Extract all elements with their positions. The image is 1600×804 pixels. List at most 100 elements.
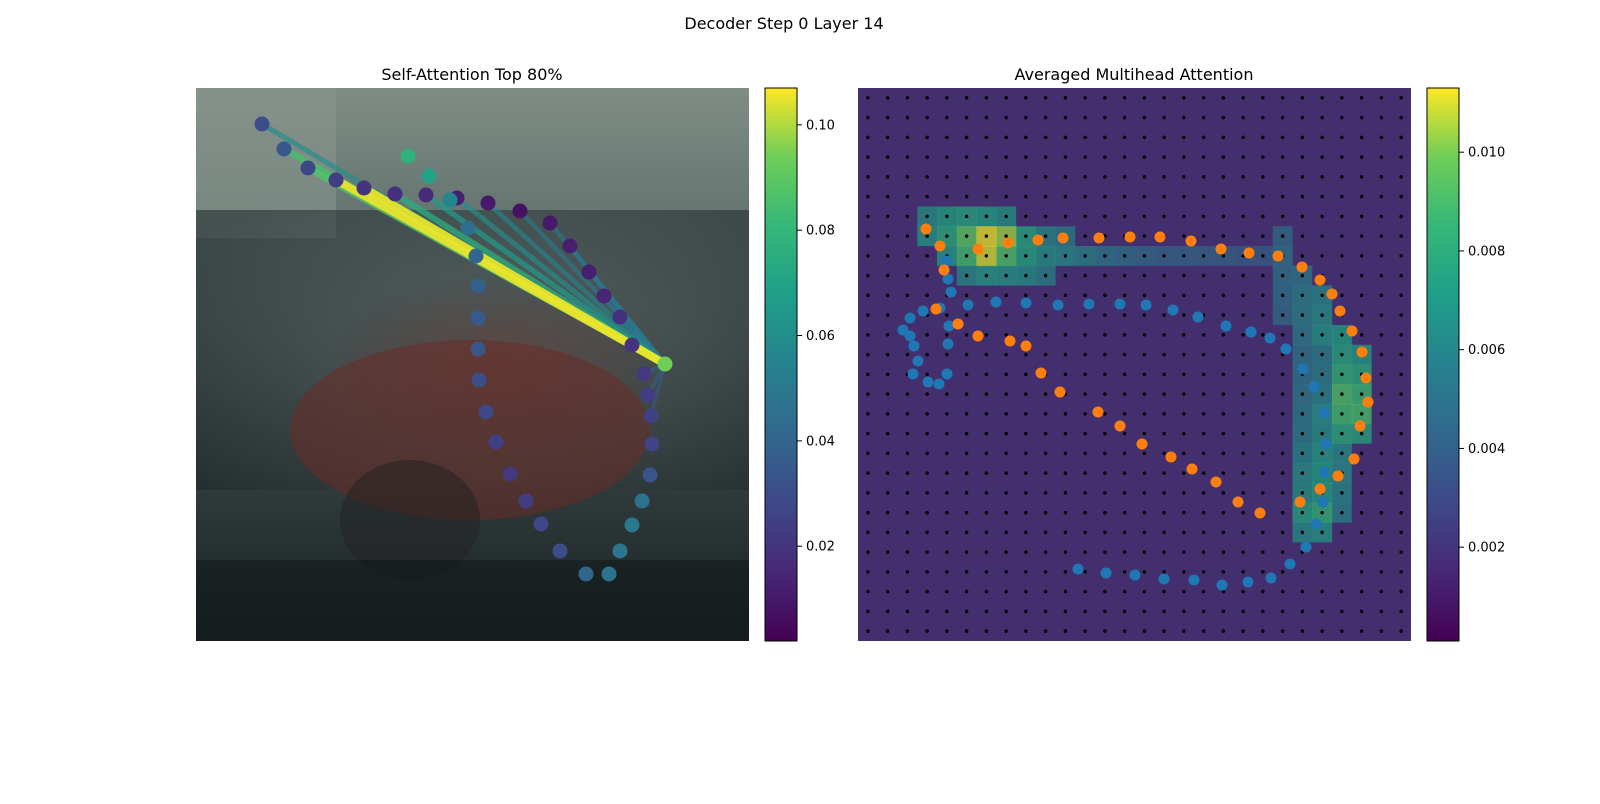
grid-dot: [1103, 550, 1107, 554]
grid-dot: [1280, 135, 1285, 140]
grid-dot: [1162, 451, 1166, 456]
grid-dot: [1083, 629, 1087, 633]
grid-dot: [1182, 254, 1186, 258]
grid-dot: [1024, 313, 1028, 317]
grid-dot: [1063, 273, 1068, 278]
orange-point: [930, 303, 942, 315]
grid-dot: [1004, 491, 1008, 495]
blue-point: [1020, 297, 1032, 309]
grid-dot: [1103, 510, 1107, 515]
grid-dot: [1379, 392, 1384, 396]
grid-dot: [1359, 451, 1364, 456]
grid-dot: [1280, 491, 1285, 495]
ring-point: [470, 278, 486, 294]
grid-dot: [1142, 491, 1147, 495]
grid-dot: [905, 115, 910, 120]
grid-dot: [925, 273, 929, 278]
orange-point: [1002, 237, 1014, 249]
grid-dot: [1024, 254, 1028, 258]
grid-dot: [1083, 254, 1087, 258]
grid-dot: [1379, 194, 1384, 199]
grid-dot: [885, 194, 890, 199]
grid-dot: [1142, 234, 1147, 238]
grid-dot: [1221, 530, 1226, 535]
grid-dot: [945, 510, 949, 515]
grid-dot: [1063, 431, 1068, 436]
grid-dot: [905, 352, 910, 357]
grid-dot: [1261, 609, 1265, 614]
grid-dot: [1201, 491, 1206, 495]
grid-dot: [1201, 530, 1206, 535]
grid-dot: [1024, 451, 1028, 456]
grid-dot: [925, 609, 929, 614]
grid-dot: [945, 313, 949, 317]
grid-dot: [1280, 530, 1285, 535]
grid-dot: [1103, 629, 1107, 633]
grid-dot: [1103, 372, 1107, 377]
grid-dot: [1083, 115, 1087, 120]
grid-dot: [1261, 471, 1265, 475]
grid-dot: [1162, 194, 1166, 199]
grid-dot: [1221, 550, 1226, 554]
ring-point: [356, 180, 372, 196]
grid-dot: [984, 570, 989, 574]
grid-dot: [1162, 254, 1166, 258]
grid-dot: [1182, 550, 1186, 554]
grid-dot: [1201, 273, 1206, 278]
orange-point: [1354, 420, 1366, 432]
grid-dot: [984, 293, 989, 298]
grid-dot: [1162, 135, 1166, 140]
colorbar-tick-label: 0.010: [1468, 146, 1505, 161]
grid-dot: [1320, 629, 1324, 633]
grid-dot: [1201, 629, 1206, 633]
grid-dot: [1399, 175, 1403, 179]
grid-dot: [1221, 589, 1226, 594]
grid-dot: [984, 135, 989, 140]
self-attention-colorbar: 0.02 0.04 0.06 0.08 0.10: [764, 87, 835, 642]
grid-dot: [1399, 273, 1403, 278]
grid-dot: [1142, 431, 1147, 436]
grid-dot: [1340, 570, 1344, 574]
multihead-plot-area: [858, 88, 1411, 641]
grid-dot: [1162, 175, 1166, 179]
grid-dot: [984, 352, 989, 357]
grid-dot: [1182, 273, 1186, 278]
grid-dot: [925, 352, 929, 357]
orange-point: [1004, 335, 1016, 347]
orange-points: [920, 223, 1374, 519]
grid-dot: [1379, 333, 1384, 337]
grid-dot: [1103, 471, 1107, 475]
grid-dot: [1399, 333, 1403, 337]
grid-dot: [1122, 135, 1127, 140]
blue-point: [917, 305, 929, 317]
grid-dot: [1300, 234, 1305, 238]
grid-dot: [885, 254, 890, 258]
grid-dot: [984, 412, 989, 416]
ring-point: [442, 192, 458, 208]
blue-point: [1188, 574, 1200, 586]
grid-dot: [1201, 589, 1206, 594]
grid-dot: [1340, 510, 1344, 515]
grid-dot: [1122, 510, 1127, 515]
grid-dot: [885, 530, 890, 535]
grid-dot: [1359, 510, 1364, 515]
grid-dot: [885, 589, 890, 594]
grid-dot: [1162, 333, 1166, 337]
grid-dot: [905, 471, 910, 475]
grid-dot: [1024, 491, 1028, 495]
grid-dot: [984, 451, 989, 456]
grid-dot: [1103, 392, 1107, 396]
grid-dot: [866, 530, 870, 535]
grid-dot: [1162, 431, 1166, 436]
grid-dot: [1142, 293, 1147, 298]
blue-point: [1220, 320, 1232, 332]
grid-dot: [1063, 175, 1068, 179]
grid-dot: [1379, 214, 1384, 219]
grid-dot: [945, 570, 949, 574]
grid-dot: [1280, 392, 1285, 396]
grid-dot: [905, 629, 910, 633]
grid-dot: [905, 451, 910, 456]
grid-dot: [1201, 293, 1206, 298]
grid-dot: [1300, 155, 1305, 159]
grid-dot: [1162, 412, 1166, 416]
